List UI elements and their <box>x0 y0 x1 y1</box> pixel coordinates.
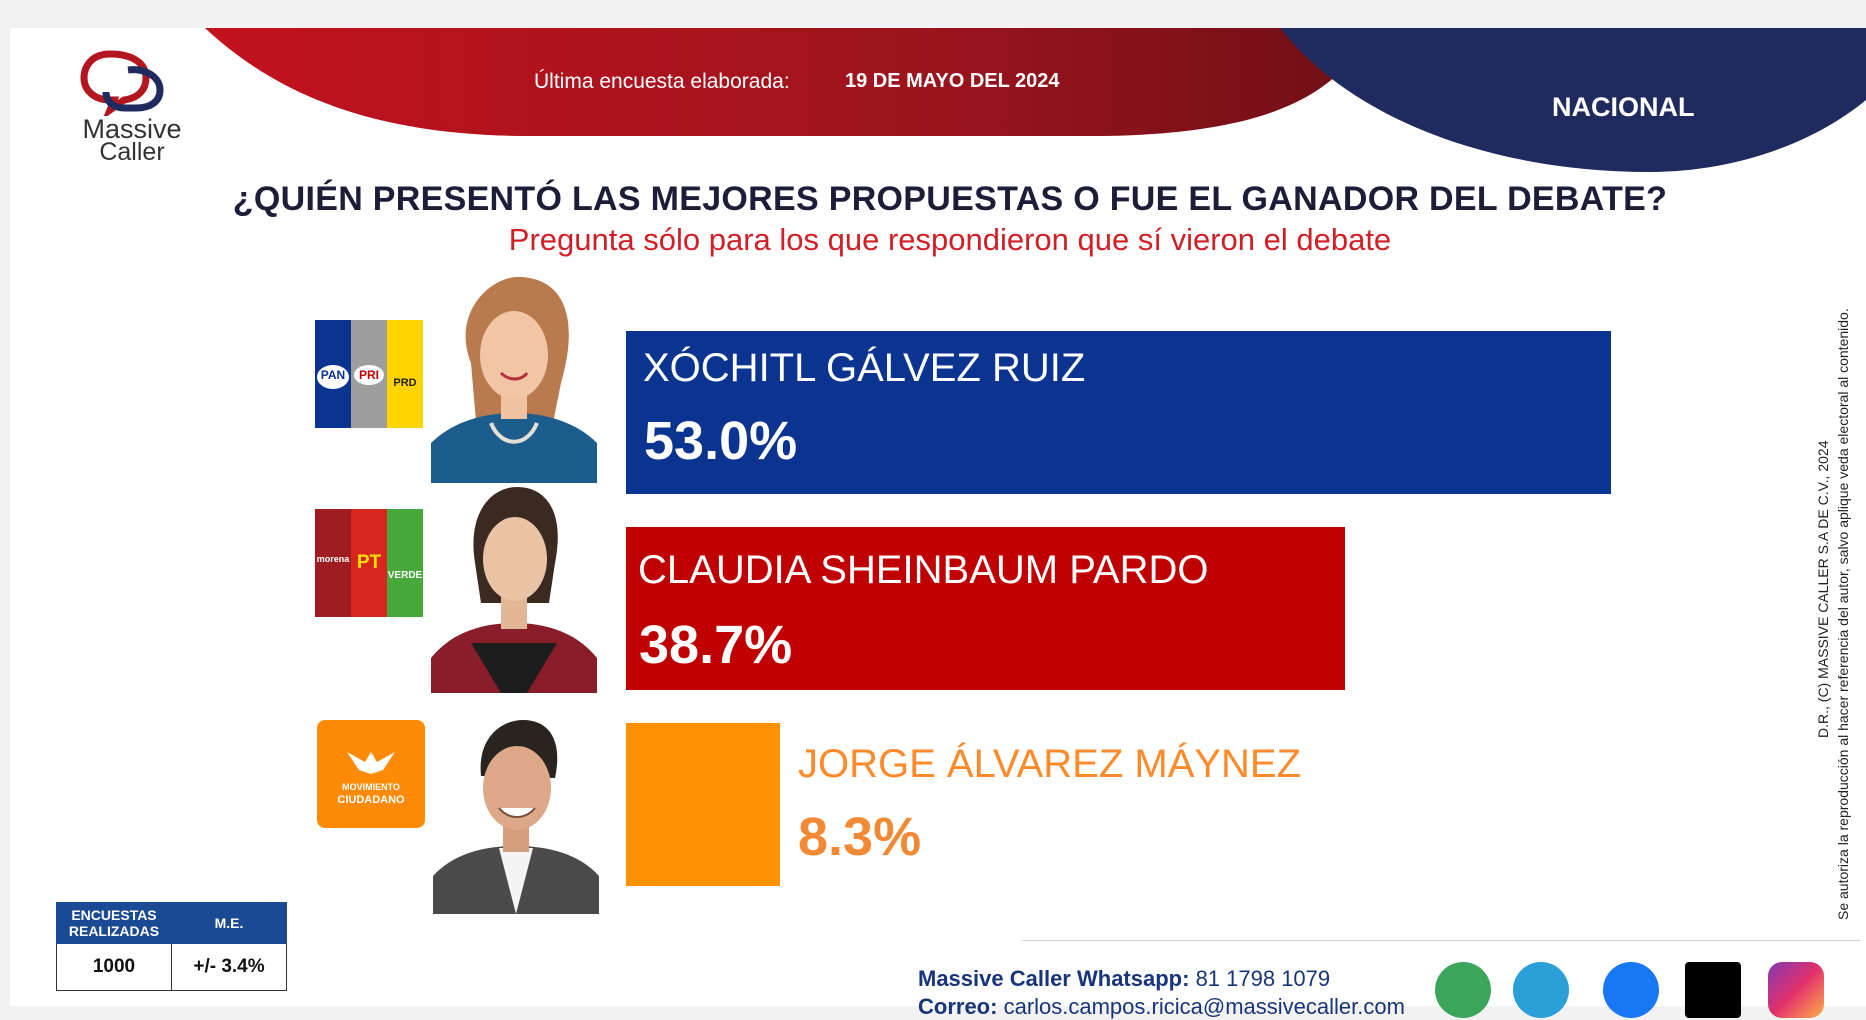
bar-label-jorge: JORGE ÁLVAREZ MÁYNEZ <box>798 742 1302 786</box>
footer-divider <box>1022 940 1860 941</box>
stats-header-margin-text: M.E. <box>214 915 244 931</box>
mc-label-line2: CIUDADANO <box>337 794 405 806</box>
chart-subtitle: Pregunta sólo para los que respondieron … <box>508 222 1392 257</box>
x-icon[interactable] <box>1685 962 1741 1018</box>
bar-label-xochitl: XÓCHITL GÁLVEZ RUIZ <box>643 346 1086 390</box>
whatsapp-label: Massive Caller Whatsapp: <box>918 966 1190 991</box>
brand-name-line2: Caller <box>99 138 165 166</box>
instagram-icon[interactable] <box>1768 962 1824 1018</box>
candidate-portrait-xochitl <box>431 276 597 483</box>
stats-value-margin: +/- 3.4% <box>171 943 287 991</box>
prd-label: PRD <box>393 377 417 389</box>
data-label-jorge: 8.3% <box>798 807 922 867</box>
telegram-icon[interactable] <box>1513 962 1569 1018</box>
chart-title: ¿QUIÉN PRESENTÓ LAS MEJORES PROPUESTAS O… <box>232 180 1668 218</box>
verde-label: VERDE <box>387 570 423 581</box>
stats-value-surveys: 1000 <box>56 943 172 991</box>
pan-label: PAN <box>317 365 349 389</box>
data-label-xochitl: 53.0% <box>644 411 798 471</box>
massive-caller-logo-icon <box>80 50 164 116</box>
morena-pt-verde-coalition-logo: morena PT VERDE <box>315 509 423 617</box>
movimiento-ciudadano-logo: MOVIMIENTO CIUDADANO <box>317 720 425 828</box>
navy-swoosh <box>1280 28 1866 172</box>
whatsapp-number: 81 1798 1079 <box>1195 966 1331 991</box>
survey-label: Última encuesta elaborada: <box>534 70 790 93</box>
red-swoosh <box>205 28 1370 136</box>
pri-label: PRI <box>354 365 384 385</box>
copyright-line2: Se autoriza la reproducción al hacer ref… <box>1835 308 1851 920</box>
copyright-line1: D.R., (C) MASSIVE CALLER S.A DE C.V., 20… <box>1815 440 1831 738</box>
bar-claudia <box>626 527 1345 690</box>
morena-label: morena <box>316 554 350 564</box>
survey-date: 19 DE MAYO DEL 2024 <box>845 70 1060 92</box>
stats-header-margin: M.E. <box>171 902 287 944</box>
region-label: NACIONAL <box>1552 92 1695 122</box>
email-address: carlos.campos.ricica@massivecaller.com <box>1003 994 1405 1019</box>
whatsapp-icon[interactable] <box>1435 962 1491 1018</box>
pt-label: PT <box>356 552 382 573</box>
brand-name-line1: Massive <box>82 114 182 144</box>
stats-header-surveys-text: ENCUESTAS REALIZADAS <box>68 907 160 939</box>
whatsapp-contact: Massive Caller Whatsapp: 81 1798 1079 <box>918 966 1330 992</box>
data-label-claudia: 38.7% <box>639 615 793 675</box>
stats-header-surveys: ENCUESTAS REALIZADAS <box>56 902 172 944</box>
candidate-portrait-claudia <box>431 487 597 693</box>
email-contact: Correo: carlos.campos.ricica@massivecall… <box>918 994 1405 1020</box>
mc-label-line1: MOVIMIENTO <box>342 782 400 792</box>
stats-table: ENCUESTAS REALIZADAS M.E. 1000 +/- 3.4% <box>56 902 287 991</box>
eagle-icon <box>347 752 395 774</box>
candidate-portrait-jorge <box>433 720 599 914</box>
email-label: Correo: <box>918 994 998 1019</box>
bar-xochitl <box>626 331 1611 494</box>
header-banner <box>205 28 1866 172</box>
infographic-sheet: Massive Caller Última encuesta elaborada… <box>10 28 1866 1006</box>
bar-jorge <box>626 723 780 886</box>
bar-label-claudia: CLAUDIA SHEINBAUM PARDO <box>638 548 1209 592</box>
pan-pri-prd-coalition-logo: PAN PRI PRD <box>315 320 423 428</box>
facebook-icon[interactable] <box>1603 962 1659 1018</box>
